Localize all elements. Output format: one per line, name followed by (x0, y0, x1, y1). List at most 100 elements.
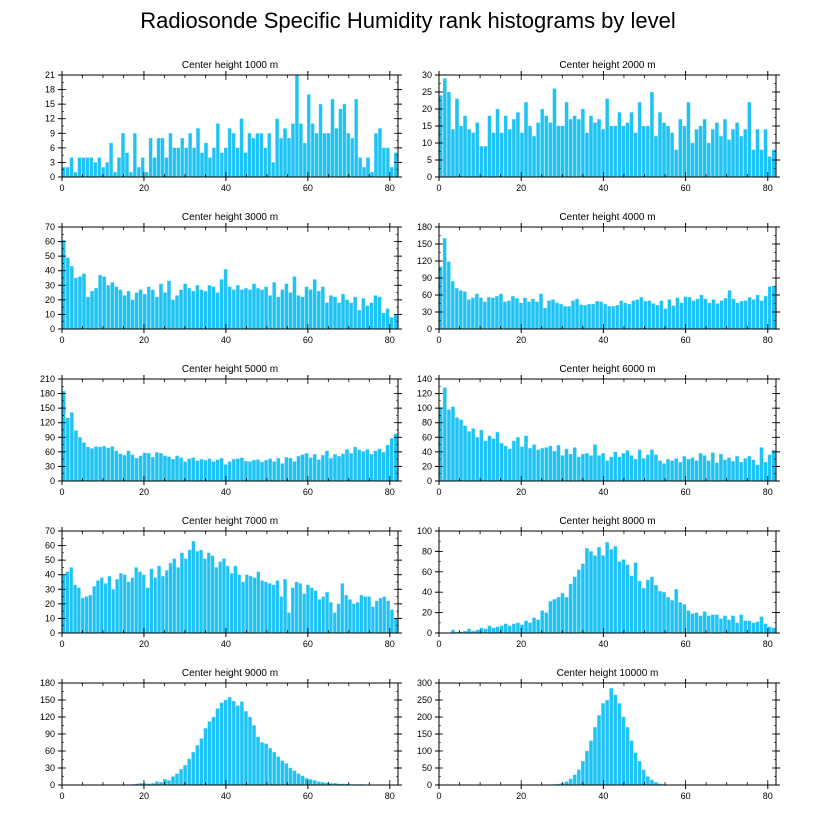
histogram-bar (572, 774, 577, 786)
histogram-bar (268, 583, 272, 634)
histogram-bar (735, 456, 740, 482)
y-tick-label: 100 (417, 526, 432, 536)
histogram-bar (743, 300, 748, 330)
histogram-bar (454, 288, 459, 330)
y-tick-label: 20 (422, 608, 432, 618)
histogram-bar (613, 125, 618, 178)
histogram-bar (299, 123, 303, 178)
histogram-bar (373, 450, 378, 482)
histogram-bar (227, 128, 232, 178)
histogram-bar (617, 112, 622, 178)
y-tick-label: 150 (40, 695, 55, 705)
histogram-bar (260, 461, 264, 482)
histogram-bar (324, 302, 329, 330)
histogram-bar (338, 108, 343, 178)
histogram-bar (625, 564, 630, 634)
histogram-bar (706, 142, 711, 178)
histogram-bar (320, 286, 325, 330)
histogram-bar (183, 283, 188, 330)
histogram-bar (195, 460, 200, 482)
histogram-bar (747, 102, 752, 178)
y-tick-label: 0 (50, 628, 55, 638)
histogram-bar (219, 152, 224, 178)
histogram-bar (192, 147, 196, 178)
y-tick-label: 20 (422, 104, 432, 114)
histogram-bar (117, 157, 121, 178)
histogram-bar (191, 541, 196, 634)
histogram-bar (613, 546, 618, 634)
histogram-bar (216, 123, 220, 178)
histogram-bar (346, 133, 351, 178)
x-tick-label: 0 (436, 183, 441, 193)
histogram-bar (686, 102, 691, 178)
x-tick-label: 20 (139, 487, 149, 497)
x-tick-label: 40 (221, 183, 231, 193)
y-tick-label: 10 (45, 309, 55, 319)
histogram-bar (670, 600, 675, 634)
histogram-bar (149, 568, 154, 634)
histogram-bar (459, 125, 463, 178)
histogram-bar (69, 567, 74, 634)
histogram-bar (130, 299, 135, 330)
histogram-bar (599, 301, 604, 330)
x-tick-label: 80 (763, 639, 773, 649)
y-tick-label: 50 (45, 555, 55, 565)
histogram-bar (568, 583, 573, 634)
histogram-bar (349, 302, 354, 330)
histogram-bar (333, 296, 337, 330)
histogram-bar (659, 300, 664, 330)
x-tick-label: 80 (763, 791, 773, 801)
histogram-bar (336, 603, 341, 634)
histogram-bar (532, 444, 537, 482)
histogram-bar (714, 614, 719, 634)
histogram-bar (654, 454, 658, 482)
histogram-bar (184, 558, 188, 634)
histogram-bar (663, 308, 668, 330)
histogram-bar (747, 297, 752, 330)
histogram-bar (751, 459, 756, 482)
histogram-bar (252, 459, 256, 482)
histogram-bar (233, 565, 238, 634)
histogram-bar (695, 298, 700, 330)
histogram-bar (751, 622, 756, 634)
histogram-bar (61, 167, 66, 178)
histogram-bar (727, 139, 731, 178)
histogram-bar (442, 238, 447, 330)
histogram-bar (94, 446, 98, 482)
histogram-bar (196, 128, 200, 178)
histogram-bar (698, 125, 703, 178)
histogram-bar (308, 457, 313, 482)
histogram-bar (637, 580, 642, 634)
histogram-bar (576, 569, 581, 634)
histogram-bar (148, 137, 153, 178)
histogram-bar (150, 457, 155, 482)
histogram-bar (735, 302, 740, 330)
histogram-bar (82, 442, 86, 482)
histogram-bar (580, 761, 585, 786)
histogram-bar (675, 297, 680, 330)
histogram-bar (499, 442, 504, 482)
histogram-bar (714, 122, 719, 178)
histogram-bar (214, 567, 219, 634)
histogram-bar (478, 297, 483, 330)
histogram-bar (275, 580, 280, 634)
histogram-bar (103, 583, 108, 634)
histogram-bar (329, 602, 333, 634)
x-tick-label: 80 (385, 183, 395, 193)
histogram-bar (329, 295, 333, 330)
histogram-bar (679, 302, 684, 330)
histogram-bar (320, 455, 325, 482)
histogram-bar (156, 137, 161, 178)
histogram-bar (609, 456, 614, 482)
y-tick-label: 20 (45, 295, 55, 305)
histogram-bar (353, 296, 358, 330)
histogram-bar (568, 778, 573, 786)
histogram-bar (686, 458, 691, 482)
histogram-bar (466, 299, 471, 330)
histogram-bar (438, 407, 443, 482)
histogram-bar (637, 761, 642, 786)
histogram-bar (229, 573, 234, 634)
histogram-bar (540, 108, 545, 178)
histogram-bar (159, 283, 163, 330)
histogram-bar (284, 763, 289, 786)
